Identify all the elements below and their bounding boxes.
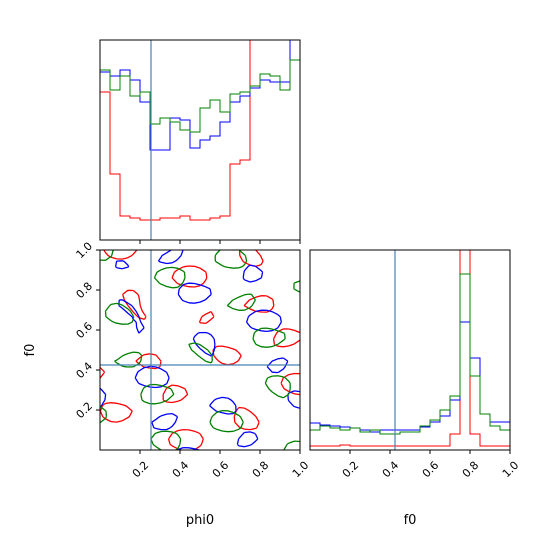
f0-histogram-panel: 0.2 0.4 0.6 0.8 1.0 bbox=[309, 249, 522, 481]
f0-axis-ytick-label-0.6: 0.6 bbox=[74, 320, 96, 342]
f0-axis-xtick-label-0.6: 0.6 bbox=[420, 459, 442, 481]
phi0-histogram-series bbox=[100, 40, 300, 240]
f0-axis-xtick-label-0.2: 0.2 bbox=[340, 459, 362, 481]
f0-histogram-series-3-line bbox=[310, 273, 510, 450]
f0-histogram-series-1-line bbox=[310, 250, 510, 450]
phi0-histogram-ticks bbox=[139, 240, 301, 244]
phi0-axis-xtick-label-0.2: 0.2 bbox=[130, 459, 152, 481]
x-axis-label-phi0: phi0 bbox=[186, 513, 214, 528]
f0-axis-ytick-label-0.8: 0.8 bbox=[74, 280, 96, 302]
f0-axis-xtick-label-0.4: 0.4 bbox=[380, 459, 402, 481]
x-axis-label-f0: f0 bbox=[404, 513, 417, 528]
f0-axis-xtick-label-1.0: 1.0 bbox=[500, 459, 522, 481]
phi0-axis-xtick-label-0.4: 0.4 bbox=[170, 459, 192, 481]
contour-series-1 bbox=[100, 250, 300, 450]
f0-histogram-ticks: 0.2 0.4 0.6 0.8 1.0 bbox=[340, 450, 522, 481]
phi0-f0-contour-panel: 0.2 0.4 0.6 0.8 1.0 0.2 0.4 0.6 0.8 1.0 bbox=[74, 240, 312, 481]
contour-frame bbox=[99, 249, 301, 451]
f0-axis-xtick-label-0.8: 0.8 bbox=[460, 459, 482, 481]
contour-series-2 bbox=[100, 250, 300, 450]
phi0-histogram-frame bbox=[99, 39, 301, 241]
contour-lines bbox=[100, 250, 300, 450]
y-axis-label-f0: f0 bbox=[23, 344, 38, 357]
phi0-histogram-series-3-line bbox=[100, 59, 300, 240]
phi0-axis-xtick-label-0.6: 0.6 bbox=[210, 459, 232, 481]
phi0-axis-xtick-label-0.8: 0.8 bbox=[250, 459, 272, 481]
phi0-histogram-series-2-line bbox=[100, 40, 300, 240]
phi0-histogram-panel bbox=[99, 39, 301, 244]
f0-axis-ytick-label-1.0: 1.0 bbox=[74, 240, 96, 262]
contour-series-3 bbox=[100, 250, 300, 450]
f0-axis-ytick-label-0.2: 0.2 bbox=[74, 400, 96, 422]
phi0-axis-xtick-label-1.0: 1.0 bbox=[290, 459, 312, 481]
f0-histogram-frame bbox=[309, 249, 511, 451]
f0-histogram-series bbox=[310, 250, 510, 450]
phi0-histogram-series-1-line bbox=[100, 40, 300, 240]
f0-axis-ytick-label-0.4: 0.4 bbox=[74, 360, 96, 382]
f0-histogram-series-2-line bbox=[310, 321, 510, 450]
